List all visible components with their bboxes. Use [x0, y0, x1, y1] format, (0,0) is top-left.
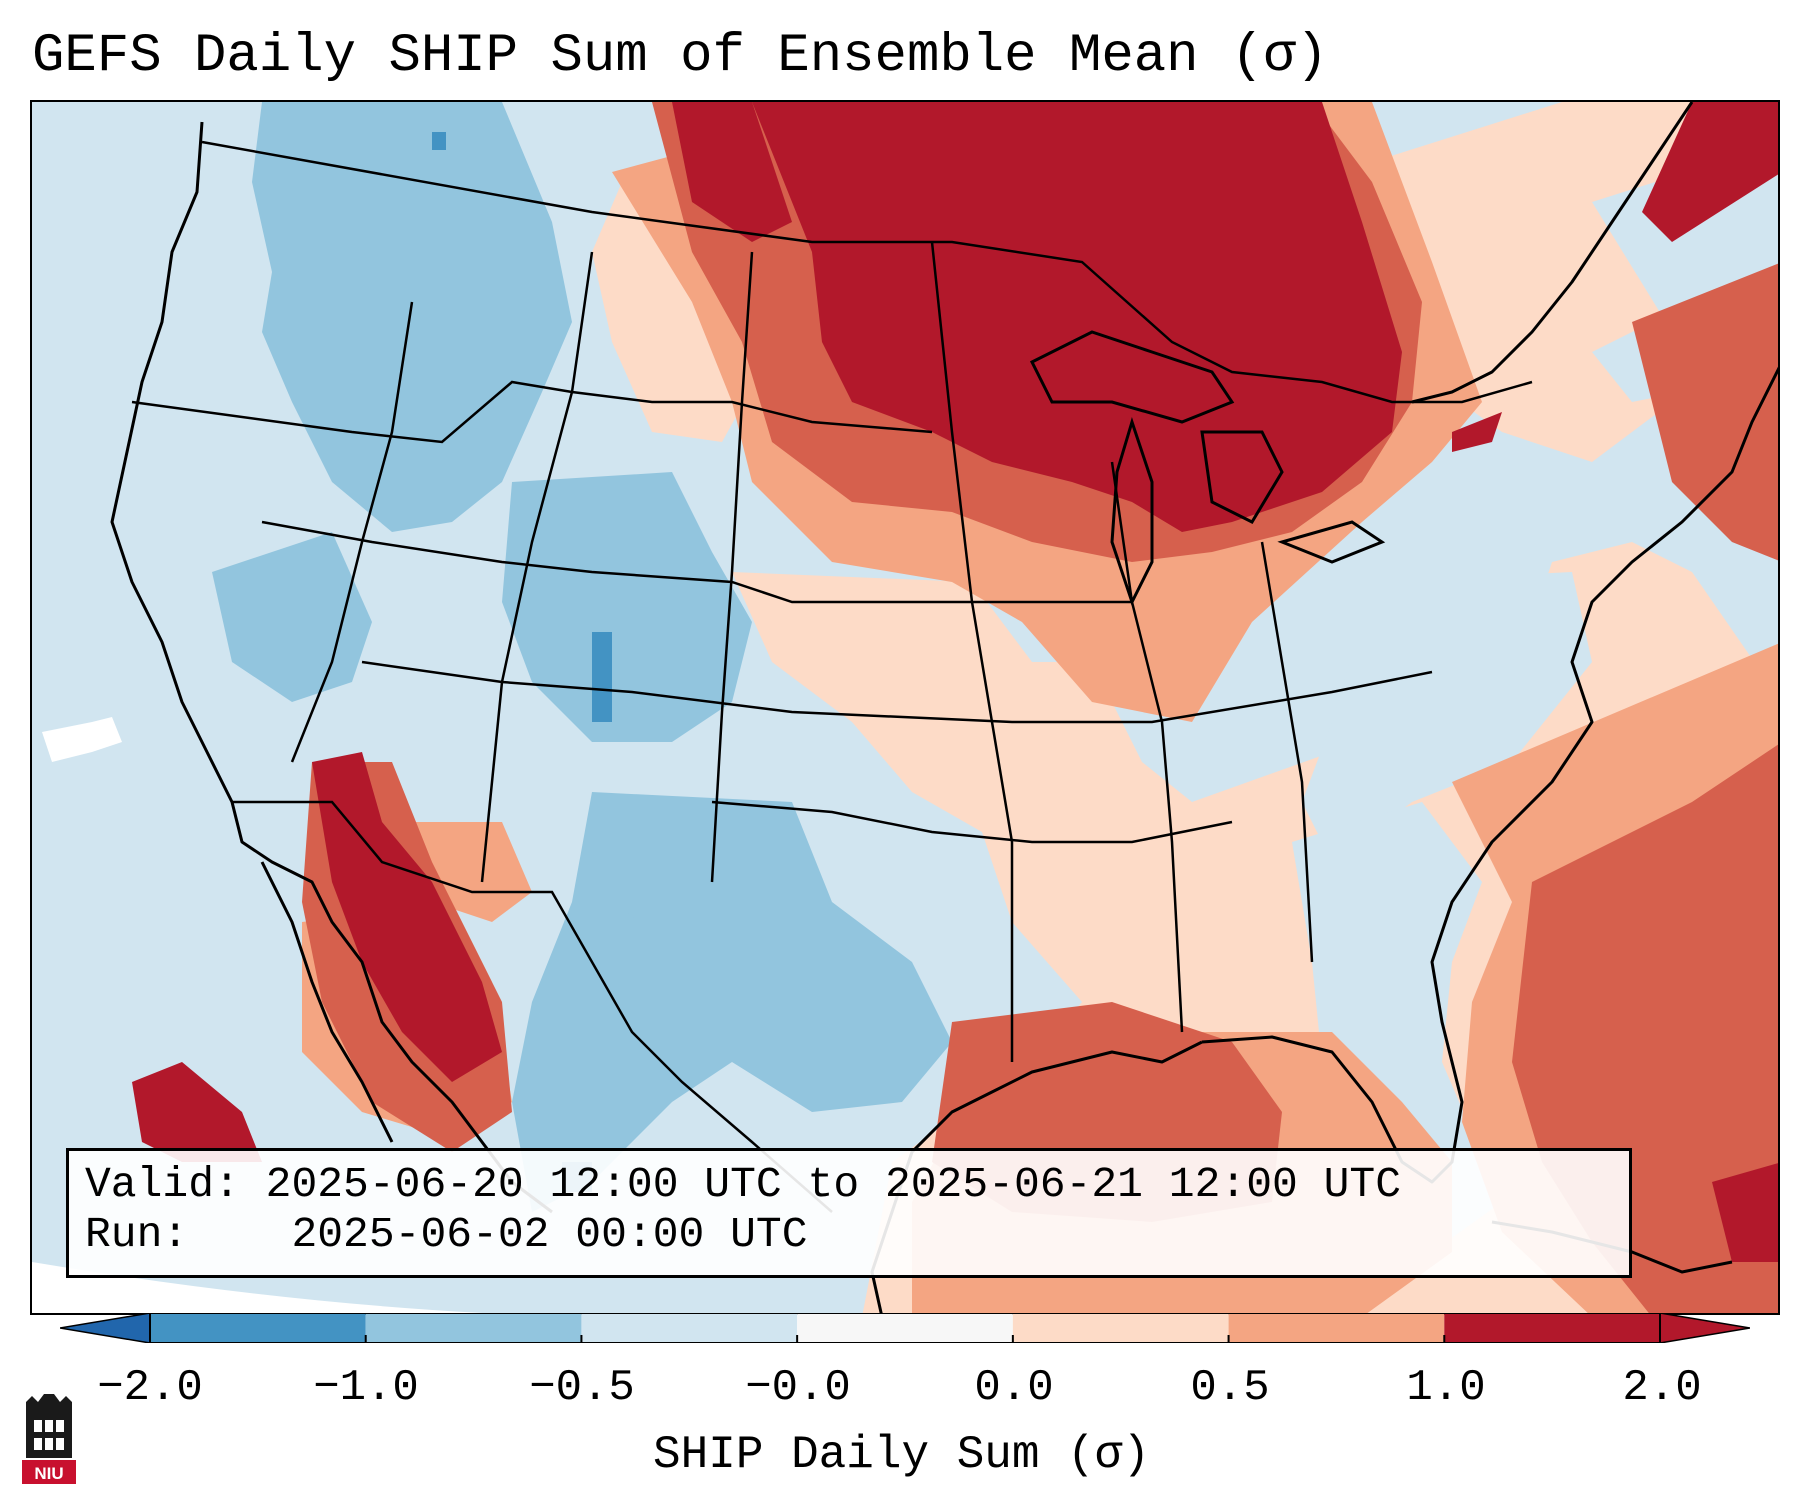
region-neg-strong-colorado	[592, 632, 612, 722]
logo-tower-top	[26, 1394, 72, 1412]
run-time: 2025-06-02 00:00 UTC	[291, 1210, 808, 1259]
region-pos-max-baja-ocean	[132, 1062, 262, 1162]
colorbar-outline	[149, 1313, 1661, 1343]
colorbar	[60, 1313, 1750, 1343]
region-pos-max-upper-midwest	[752, 102, 1402, 532]
st-lawrence-coastline	[1411, 102, 1694, 404]
borders	[131, 140, 1533, 1213]
colorbar-tick-label: −2.0	[97, 1363, 203, 1413]
region-neg-mid-newmexico	[602, 832, 712, 932]
run-label: Run:	[85, 1210, 189, 1259]
colorbar-band	[1228, 1313, 1445, 1343]
state-border-37n	[361, 660, 1433, 724]
state-border-west-1	[480, 251, 594, 883]
logo-windows	[34, 1420, 64, 1450]
map-panel	[30, 100, 1780, 1315]
atlantic-coastline	[1201, 366, 1778, 1184]
colorbar-tick-label: 0.0	[974, 1363, 1054, 1413]
colorbar-tick-label: 2.0	[1622, 1363, 1702, 1413]
lake-michigan	[1110, 417, 1154, 606]
logo-banner	[22, 1460, 76, 1484]
colorbar-under-arrow	[60, 1313, 151, 1343]
state-border-east-1	[1110, 461, 1184, 1033]
us-mexico-border	[232, 800, 833, 1213]
state-border-34n	[711, 800, 1233, 844]
niu-logo: NIU	[22, 1394, 76, 1484]
colorbar-tick-label: −0.5	[529, 1363, 635, 1413]
region-pos-max-hispaniola	[1712, 1163, 1778, 1262]
projection-edge	[32, 1262, 483, 1313]
region-neg-weak-mid-atlantic	[1302, 572, 1592, 862]
colorbar-over-arrow	[1659, 1313, 1750, 1343]
logo-text: NIU	[34, 1464, 63, 1483]
us-canada-border	[201, 140, 1533, 404]
colorbar-band	[1012, 1313, 1229, 1343]
colorbar-tick-label: 0.5	[1190, 1363, 1270, 1413]
colorbar-band	[1444, 1313, 1660, 1343]
region-neg-mid-northwest	[252, 102, 572, 532]
lake-huron	[1200, 430, 1284, 524]
region-neg-mid-colorado	[502, 472, 752, 742]
state-border-mississippi	[930, 241, 1014, 1062]
colorbar-tick-label: −1.0	[313, 1363, 419, 1413]
valid-label: Valid:	[85, 1160, 240, 1209]
state-border-west-2	[710, 251, 754, 883]
colorbar-band	[581, 1313, 798, 1343]
colorbar-tick-label: 1.0	[1406, 1363, 1486, 1413]
logo-tower-body	[26, 1412, 72, 1458]
colorbar-band	[150, 1313, 366, 1343]
baja-coastline	[260, 861, 394, 1143]
valid-time-range: 2025-06-20 12:00 UTC to 2025-06-21 12:00…	[265, 1160, 1402, 1209]
map-title: GEFS Daily SHIP Sum of Ensemble Mean (σ)	[32, 26, 1329, 87]
state-border-idaho-nevada	[290, 301, 414, 763]
great-lakes	[1029, 330, 1386, 606]
region-pos-strong-new-england	[1632, 263, 1778, 561]
missing-data-patch	[42, 717, 122, 762]
valid-run-info-box: Valid: 2025-06-20 12:00 UTC to 2025-06-2…	[66, 1148, 1632, 1278]
region-pos-max-labrador	[1642, 102, 1778, 242]
region-neg-weak-southeast	[1292, 802, 1502, 1252]
ship-anomaly-map	[32, 102, 1778, 1313]
lake-erie	[1277, 520, 1386, 564]
state-border-east-2	[1260, 541, 1314, 963]
colorbar-tick-label: −0.0	[745, 1363, 851, 1413]
colorbar-band	[797, 1313, 1013, 1343]
region-neg-strong-bc	[432, 132, 446, 150]
region-pos-max-saskatchewan	[672, 102, 792, 242]
lake-superior	[1029, 330, 1235, 424]
colorbar-segments	[60, 1313, 1750, 1343]
colorbar-label: SHIP Daily Sum (σ)	[653, 1429, 1150, 1481]
region-pos-max-lake-ontario	[1452, 412, 1502, 452]
colorbar-band	[365, 1313, 582, 1343]
